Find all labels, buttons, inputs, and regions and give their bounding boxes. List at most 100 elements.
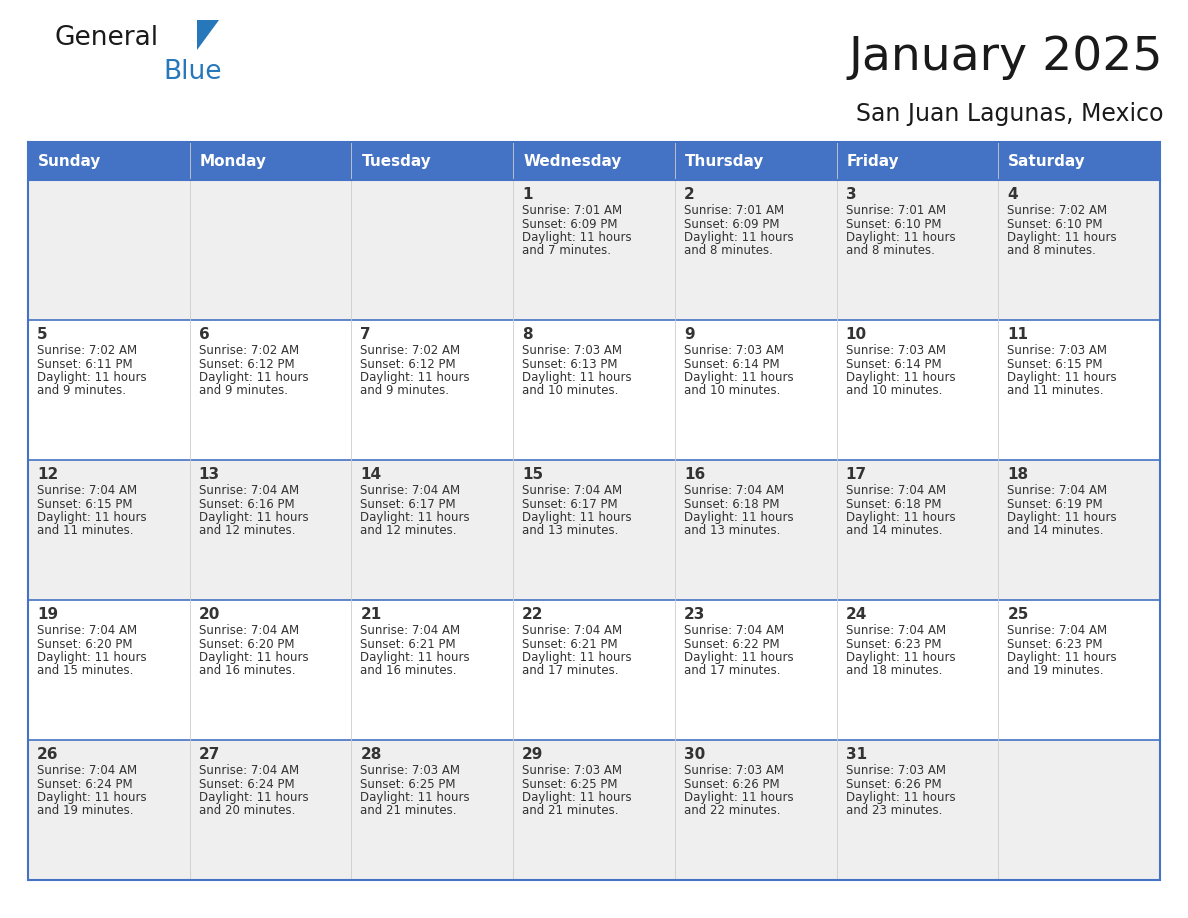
Text: 20: 20: [198, 607, 220, 622]
Text: Sunset: 6:26 PM: Sunset: 6:26 PM: [846, 778, 941, 790]
Text: and 10 minutes.: and 10 minutes.: [846, 385, 942, 397]
Text: Sunset: 6:20 PM: Sunset: 6:20 PM: [198, 637, 295, 651]
Text: Daylight: 11 hours: Daylight: 11 hours: [198, 791, 309, 804]
Text: Sunset: 6:18 PM: Sunset: 6:18 PM: [684, 498, 779, 510]
Text: Sunset: 6:15 PM: Sunset: 6:15 PM: [37, 498, 133, 510]
Text: Blue: Blue: [163, 59, 221, 85]
Text: Sunrise: 7:02 AM: Sunrise: 7:02 AM: [198, 344, 299, 357]
Text: and 14 minutes.: and 14 minutes.: [846, 524, 942, 538]
Text: Sunrise: 7:03 AM: Sunrise: 7:03 AM: [360, 764, 461, 777]
Text: Sunrise: 7:03 AM: Sunrise: 7:03 AM: [523, 764, 623, 777]
Text: Sunrise: 7:03 AM: Sunrise: 7:03 AM: [846, 764, 946, 777]
Text: and 16 minutes.: and 16 minutes.: [198, 665, 295, 677]
Text: Sunrise: 7:04 AM: Sunrise: 7:04 AM: [198, 624, 299, 637]
Text: Sunset: 6:17 PM: Sunset: 6:17 PM: [523, 498, 618, 510]
Text: and 13 minutes.: and 13 minutes.: [684, 524, 781, 538]
Text: Daylight: 11 hours: Daylight: 11 hours: [523, 371, 632, 384]
Text: and 13 minutes.: and 13 minutes.: [523, 524, 619, 538]
Text: Daylight: 11 hours: Daylight: 11 hours: [37, 371, 146, 384]
Text: Daylight: 11 hours: Daylight: 11 hours: [37, 651, 146, 664]
Text: 17: 17: [846, 467, 867, 482]
Text: 3: 3: [846, 187, 857, 202]
Text: Sunrise: 7:03 AM: Sunrise: 7:03 AM: [684, 344, 784, 357]
Text: 27: 27: [198, 747, 220, 762]
Text: 13: 13: [198, 467, 220, 482]
Text: and 17 minutes.: and 17 minutes.: [684, 665, 781, 677]
Text: 7: 7: [360, 327, 371, 342]
Text: Daylight: 11 hours: Daylight: 11 hours: [846, 651, 955, 664]
Text: 28: 28: [360, 747, 381, 762]
Text: Sunset: 6:23 PM: Sunset: 6:23 PM: [846, 637, 941, 651]
Text: Daylight: 11 hours: Daylight: 11 hours: [523, 231, 632, 244]
Text: Daylight: 11 hours: Daylight: 11 hours: [684, 651, 794, 664]
Text: Sunset: 6:26 PM: Sunset: 6:26 PM: [684, 778, 779, 790]
Text: and 8 minutes.: and 8 minutes.: [1007, 244, 1097, 258]
Text: Sunset: 6:24 PM: Sunset: 6:24 PM: [37, 778, 133, 790]
Text: Monday: Monday: [200, 153, 267, 169]
Text: Sunrise: 7:04 AM: Sunrise: 7:04 AM: [846, 484, 946, 497]
Text: Sunset: 6:22 PM: Sunset: 6:22 PM: [684, 637, 779, 651]
Text: Daylight: 11 hours: Daylight: 11 hours: [360, 371, 470, 384]
Text: 24: 24: [846, 607, 867, 622]
Text: Daylight: 11 hours: Daylight: 11 hours: [523, 651, 632, 664]
Text: and 11 minutes.: and 11 minutes.: [1007, 385, 1104, 397]
Text: Sunset: 6:21 PM: Sunset: 6:21 PM: [360, 637, 456, 651]
Text: and 22 minutes.: and 22 minutes.: [684, 804, 781, 818]
Text: Sunrise: 7:04 AM: Sunrise: 7:04 AM: [360, 484, 461, 497]
Text: 12: 12: [37, 467, 58, 482]
Text: 21: 21: [360, 607, 381, 622]
Text: Sunset: 6:18 PM: Sunset: 6:18 PM: [846, 498, 941, 510]
Text: 23: 23: [684, 607, 706, 622]
Bar: [29, 142, 1159, 880]
Text: 1: 1: [523, 187, 532, 202]
Bar: [29, 740, 1159, 880]
Text: and 14 minutes.: and 14 minutes.: [1007, 524, 1104, 538]
Text: Sunset: 6:13 PM: Sunset: 6:13 PM: [523, 357, 618, 371]
Text: and 17 minutes.: and 17 minutes.: [523, 665, 619, 677]
Text: Sunrise: 7:04 AM: Sunrise: 7:04 AM: [37, 764, 137, 777]
Text: Sunrise: 7:02 AM: Sunrise: 7:02 AM: [37, 344, 137, 357]
Text: and 23 minutes.: and 23 minutes.: [846, 804, 942, 818]
Text: 19: 19: [37, 607, 58, 622]
Text: and 15 minutes.: and 15 minutes.: [37, 665, 133, 677]
Text: 16: 16: [684, 467, 706, 482]
Text: Sunset: 6:10 PM: Sunset: 6:10 PM: [846, 218, 941, 230]
Text: 22: 22: [523, 607, 544, 622]
Text: and 12 minutes.: and 12 minutes.: [198, 524, 295, 538]
Text: Tuesday: Tuesday: [361, 153, 431, 169]
Bar: [29, 180, 1159, 320]
Text: and 9 minutes.: and 9 minutes.: [198, 385, 287, 397]
Text: 30: 30: [684, 747, 706, 762]
Text: and 20 minutes.: and 20 minutes.: [198, 804, 295, 818]
Text: Daylight: 11 hours: Daylight: 11 hours: [1007, 511, 1117, 524]
Text: Sunset: 6:25 PM: Sunset: 6:25 PM: [360, 778, 456, 790]
Text: Daylight: 11 hours: Daylight: 11 hours: [1007, 371, 1117, 384]
Text: Sunrise: 7:04 AM: Sunrise: 7:04 AM: [1007, 624, 1107, 637]
Text: Sunrise: 7:04 AM: Sunrise: 7:04 AM: [846, 624, 946, 637]
Text: Sunrise: 7:01 AM: Sunrise: 7:01 AM: [523, 204, 623, 217]
Text: Sunrise: 7:03 AM: Sunrise: 7:03 AM: [523, 344, 623, 357]
Text: and 11 minutes.: and 11 minutes.: [37, 524, 133, 538]
Text: Daylight: 11 hours: Daylight: 11 hours: [360, 791, 470, 804]
Text: 8: 8: [523, 327, 532, 342]
Text: Daylight: 11 hours: Daylight: 11 hours: [684, 511, 794, 524]
Text: Saturday: Saturday: [1009, 153, 1086, 169]
Text: Sunset: 6:17 PM: Sunset: 6:17 PM: [360, 498, 456, 510]
Text: Thursday: Thursday: [684, 153, 764, 169]
Text: Daylight: 11 hours: Daylight: 11 hours: [360, 651, 470, 664]
Text: Sunrise: 7:04 AM: Sunrise: 7:04 AM: [523, 624, 623, 637]
Text: 18: 18: [1007, 467, 1029, 482]
Text: January 2025: January 2025: [848, 35, 1163, 80]
Text: Daylight: 11 hours: Daylight: 11 hours: [684, 231, 794, 244]
Text: Daylight: 11 hours: Daylight: 11 hours: [1007, 231, 1117, 244]
Text: 11: 11: [1007, 327, 1029, 342]
Text: and 21 minutes.: and 21 minutes.: [523, 804, 619, 818]
Bar: [29, 320, 1159, 460]
Text: and 16 minutes.: and 16 minutes.: [360, 665, 457, 677]
Text: Sunset: 6:14 PM: Sunset: 6:14 PM: [846, 357, 941, 371]
Text: and 9 minutes.: and 9 minutes.: [360, 385, 449, 397]
Text: Sunset: 6:15 PM: Sunset: 6:15 PM: [1007, 357, 1102, 371]
Text: San Juan Lagunas, Mexico: San Juan Lagunas, Mexico: [855, 102, 1163, 126]
Text: Sunrise: 7:04 AM: Sunrise: 7:04 AM: [37, 624, 137, 637]
Text: Sunset: 6:14 PM: Sunset: 6:14 PM: [684, 357, 779, 371]
